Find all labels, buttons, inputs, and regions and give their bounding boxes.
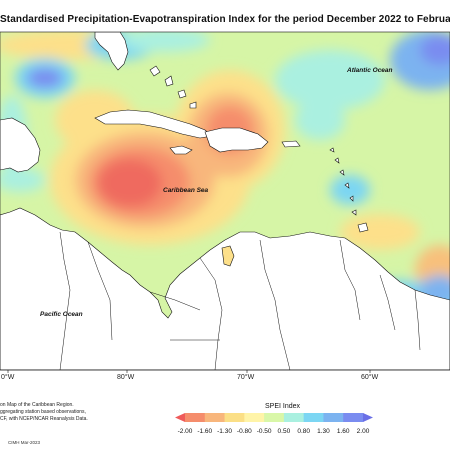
legend-swatch-1 — [185, 413, 206, 422]
legend-swatch-5 — [264, 413, 285, 422]
legend-tick-label: -1.60 — [197, 428, 213, 435]
legend-tick-label: -2.00 — [177, 428, 193, 435]
credit: CIMH Mar-2023 — [8, 440, 41, 445]
longitude-label-80w: 80°W — [117, 374, 135, 381]
legend-tick-label: 0.80 — [297, 428, 310, 435]
spei-legend-bar — [175, 413, 373, 422]
legend-swatch-4 — [244, 413, 265, 422]
legend-swatch-7 — [303, 413, 324, 422]
legend-swatch-6 — [283, 413, 305, 422]
legend-swatch-8 — [323, 413, 344, 422]
longitude-label-70w: 70°W — [237, 374, 255, 381]
legend-tick-label: -0.80 — [236, 428, 252, 435]
legend-swatch-9 — [343, 413, 364, 422]
legend-tick-label: 0.50 — [277, 428, 291, 435]
land-masses — [0, 32, 450, 370]
legend-tick-label: -0.50 — [256, 428, 272, 435]
legend-tick-label: 1.30 — [317, 428, 330, 435]
caribbean-sea-label: Caribbean Sea — [163, 187, 209, 194]
legend-title: SPEI Index — [265, 403, 301, 410]
legend-swatch-2 — [204, 413, 225, 422]
spei-field: Atlantic Ocean Caribbean Sea Pacific Oce… — [0, 32, 450, 370]
legend-swatch-0 — [175, 413, 185, 422]
legend-swatch-10 — [363, 413, 373, 422]
longitude-label-1: 0°W — [1, 374, 15, 381]
map-note-line-3: CF, with NCEP/NCAR Reanalysis Data. — [0, 416, 88, 422]
longitude-label-60w: 60°W — [361, 374, 379, 381]
atlantic-ocean-label: Atlantic Ocean — [346, 67, 393, 74]
legend-tick-label: -1.30 — [217, 428, 232, 435]
map-title: Standardised Precipitation-Evapotranspir… — [0, 14, 450, 25]
legend-tick-label: 2.00 — [356, 428, 370, 435]
map-note-line-2: ggregating station based observations, — [0, 409, 86, 415]
legend-tick-label: 1.60 — [336, 428, 350, 435]
pacific-ocean-label: Pacific Ocean — [40, 311, 83, 318]
map-note-line-1: on Map of the Caribbean Region. — [0, 402, 74, 408]
legend-swatch-3 — [224, 413, 245, 422]
